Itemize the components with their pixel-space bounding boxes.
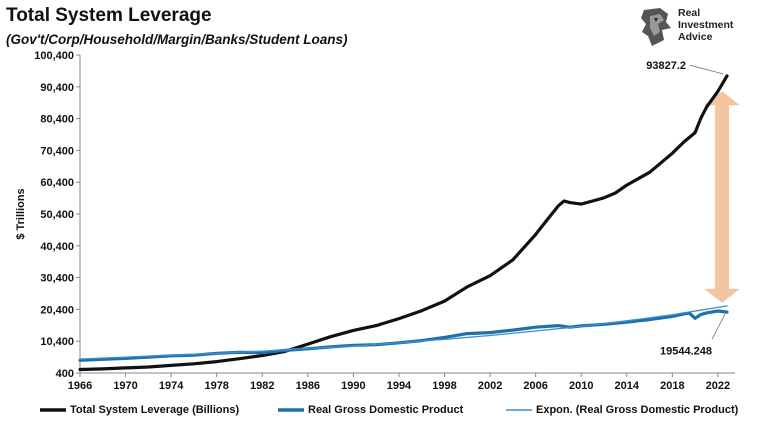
y-tick-label: 50,400 — [40, 209, 74, 221]
y-tick-label: 80,400 — [40, 114, 74, 126]
x-tick-label: 1982 — [250, 380, 274, 392]
x-tick-label: 1990 — [341, 380, 365, 392]
legend-swatch-trend — [506, 409, 532, 411]
x-tick-label: 1986 — [296, 380, 320, 392]
annotation-leader-max — [689, 64, 724, 75]
legend-label-trend: Expon. (Real Gross Domestic Product) — [536, 404, 739, 416]
x-tick-label: 1974 — [159, 380, 184, 392]
y-tick-label: 60,400 — [40, 177, 74, 189]
y-tick-label: 100,400 — [34, 50, 74, 62]
annotation-max-value: 93827.2 — [646, 60, 686, 72]
y-tick-label: 90,400 — [40, 82, 74, 94]
y-tick-label: 30,400 — [40, 273, 74, 285]
gap-double-arrow — [704, 91, 740, 303]
series-leverage-line — [78, 74, 729, 372]
x-tick-label: 2014 — [615, 380, 640, 392]
x-tick-label: 2022 — [706, 380, 730, 392]
annotation-leader-gdp — [711, 313, 726, 340]
legend-swatch-leverage — [40, 408, 66, 412]
brand-line-3: Advice — [678, 31, 713, 43]
y-tick-label: 70,400 — [40, 145, 74, 157]
x-tick-label: 1978 — [204, 380, 228, 392]
legend-label-gdp: Real Gross Domestic Product — [308, 404, 464, 416]
y-axis-label: $ Trillions — [15, 188, 27, 239]
x-tick-label: 1966 — [68, 380, 92, 392]
x-tick-label: 2006 — [523, 380, 547, 392]
brand-name: Real Investment Advice — [678, 7, 733, 43]
legend-item-trend: Expon. (Real Gross Domestic Product) — [506, 404, 738, 416]
x-tick-label: 1970 — [113, 380, 137, 392]
x-tick-label: 1994 — [387, 380, 412, 392]
legend-swatch-gdp — [278, 408, 304, 412]
y-tick-label: 10,400 — [40, 336, 74, 348]
x-tick-label: 2002 — [478, 380, 502, 392]
brand-line-1: Real — [678, 7, 701, 19]
y-tick-label: 20,400 — [40, 304, 74, 316]
y-tick-label: 400 — [56, 368, 74, 380]
annotation-gdp-value: 19544.248 — [660, 345, 712, 357]
chart-subtitle: (Gov't/Corp/Household/Margin/Banks/Stude… — [6, 32, 348, 47]
legend-label-leverage: Total System Leverage (Billions) — [70, 404, 240, 416]
x-tick-label: 2010 — [569, 380, 593, 392]
brand-logo: Real Investment Advice — [638, 6, 758, 52]
legend-item-gdp: Real Gross Domestic Product — [278, 404, 463, 416]
lion-head-icon — [641, 8, 671, 46]
legend-item-leverage: Total System Leverage (Billions) — [40, 404, 239, 416]
x-tick-label: 2018 — [660, 380, 684, 392]
series-gdp-trend-line — [79, 305, 728, 360]
x-tick-label: 1998 — [432, 380, 456, 392]
y-tick-label: 40,400 — [40, 241, 74, 253]
chart-title: Total System Leverage — [6, 5, 212, 26]
brand-line-2: Investment — [678, 19, 734, 31]
